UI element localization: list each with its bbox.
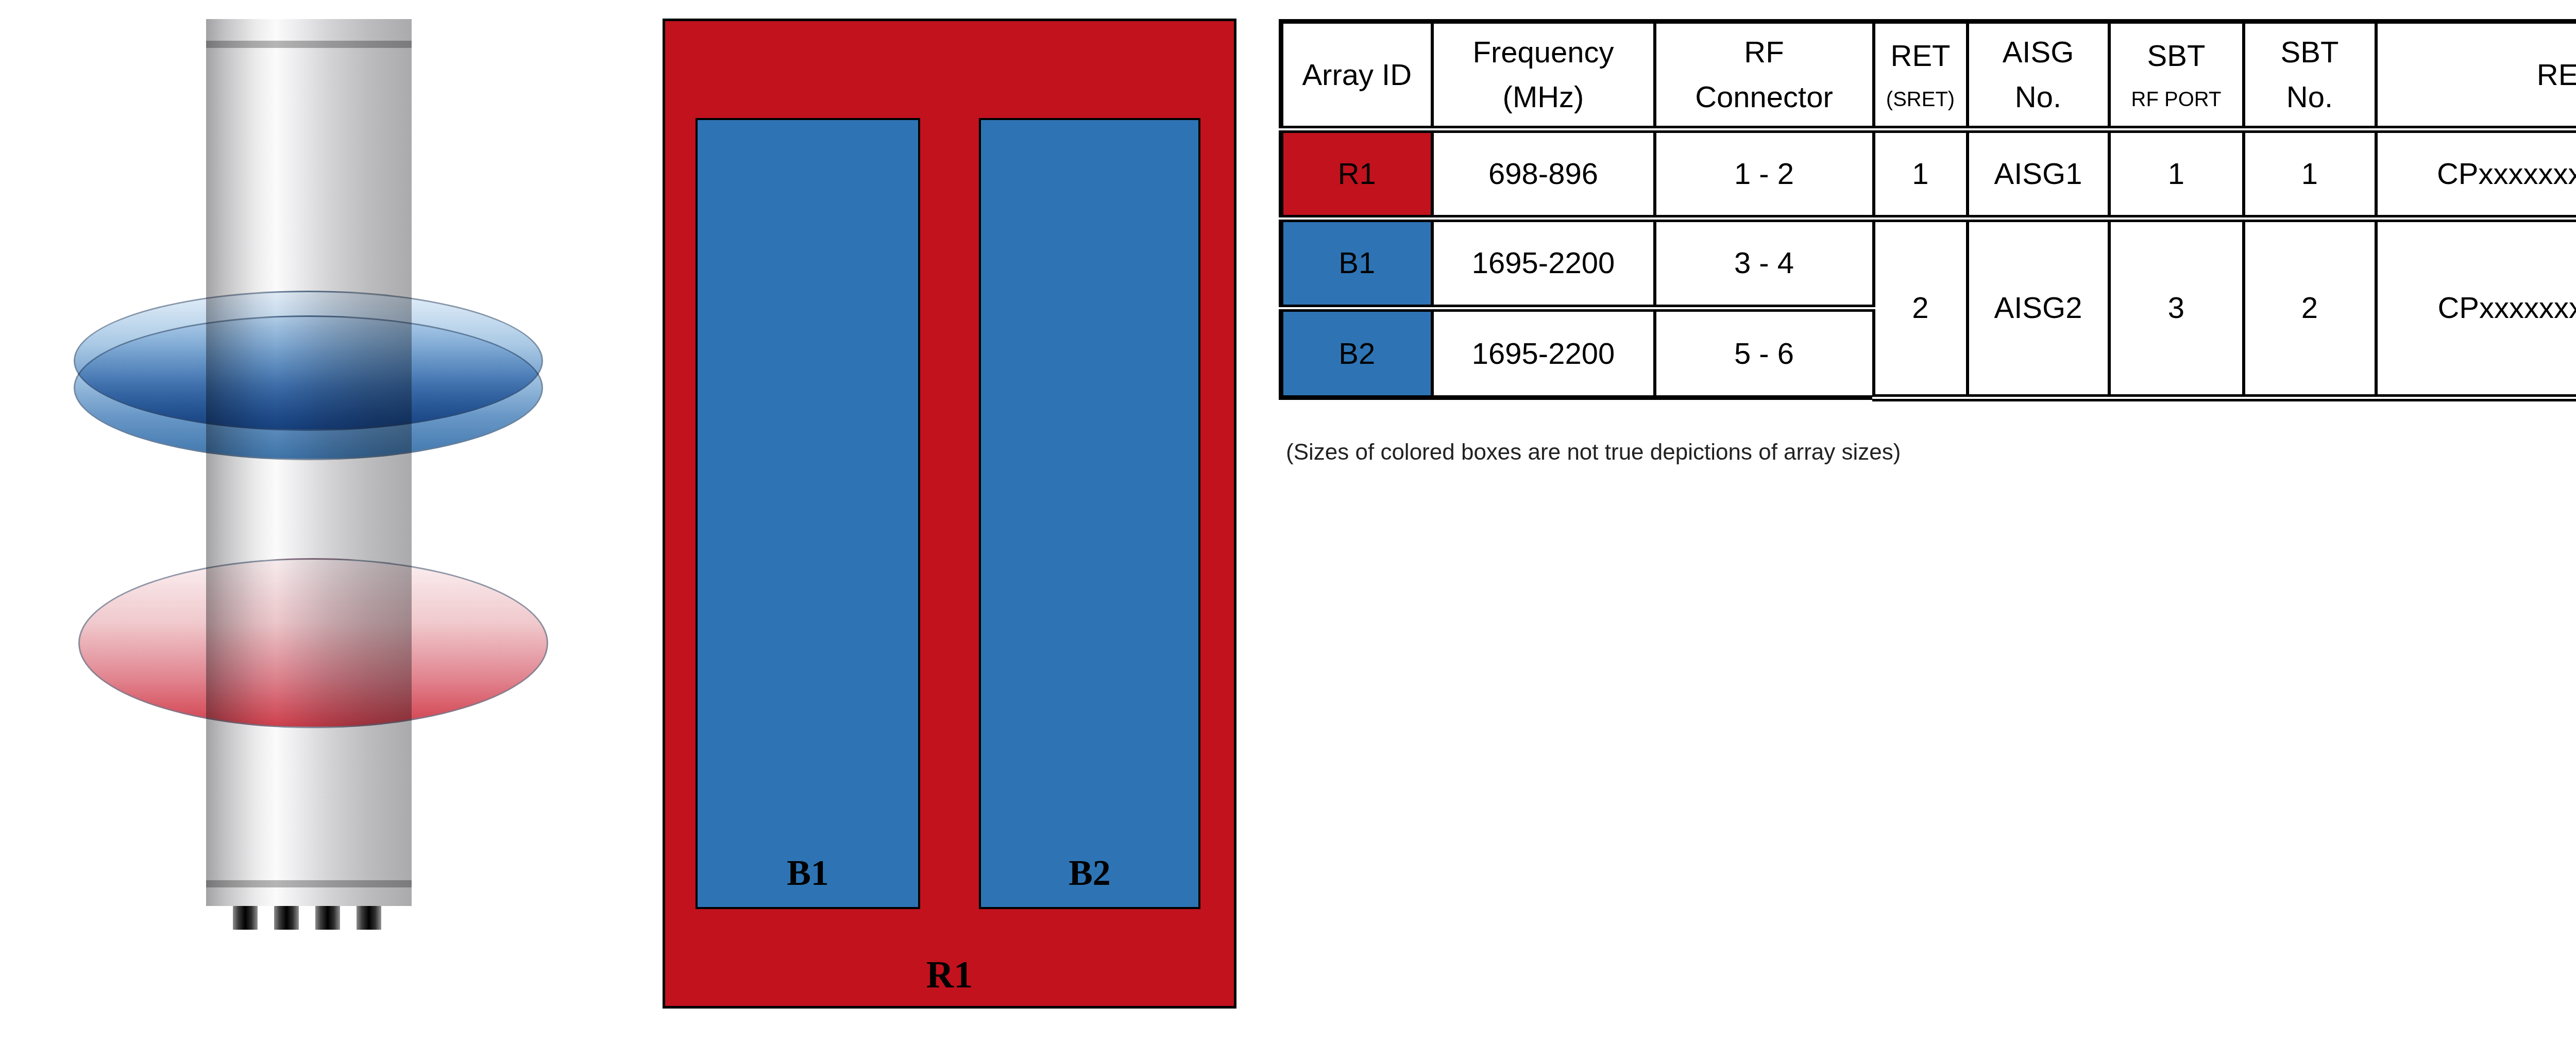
- cell-r1-array-id: R1: [1281, 129, 1432, 219]
- cell-b-sbt-rf-port: 3: [2109, 219, 2244, 398]
- cell-b1-rf-connector: 3 - 4: [1655, 219, 1874, 308]
- antenna-illustration: [0, 0, 644, 1041]
- array-b2-box: B2: [979, 118, 1200, 909]
- col-header-sbt-rf-port: SBT RF PORT: [2109, 22, 2244, 129]
- cell-b1-array-id: B1: [1281, 219, 1432, 308]
- col-header-ret-sret: RET (SRET): [1874, 22, 1968, 129]
- cell-b-ret-sret: 2: [1874, 219, 1968, 398]
- col-header-ret-uid: RET UID: [2376, 22, 2576, 129]
- rf-connector-stub: [315, 906, 340, 930]
- cell-r1-sbt-rf-port: 1: [2109, 129, 2244, 219]
- cell-b2-rf-connector: 5 - 6: [1655, 308, 1874, 398]
- rf-connector-stub: [357, 906, 381, 930]
- cell-b1-frequency: 1695-2200: [1432, 219, 1655, 308]
- col-header-label: RET: [1891, 37, 1951, 75]
- array-layout-diagram: B1 B2 R1: [663, 19, 1236, 1009]
- cell-r1-frequency: 698-896: [1432, 129, 1655, 219]
- cell-b-ret-uid: CPxxxxxxxxxxxxxxxxB1: [2376, 219, 2576, 398]
- cell-r1-ret-uid: CPxxxxxxxxxxxxxxxxR1: [2376, 129, 2576, 219]
- antenna-cylinder: [206, 19, 412, 906]
- cell-r1-sbt-no: 1: [2244, 129, 2376, 219]
- red-beam-lens: [78, 558, 548, 728]
- cell-r1-aisg-no: AISG1: [1968, 129, 2109, 219]
- table-row-b1: B1 1695-2200 3 - 4 2 AISG2 3 2 CPxxxxxxx…: [1281, 219, 2576, 308]
- cylinder-top-rim: [206, 41, 412, 48]
- cell-b2-frequency: 1695-2200: [1432, 308, 1655, 398]
- col-header-array-id: Array ID: [1281, 22, 1432, 129]
- array-b2-label: B2: [981, 852, 1198, 894]
- table-header-row: Array ID Frequency (MHz) RF Connector RET (…: [1281, 22, 2576, 129]
- port-mapping-table: Array ID Frequency (MHz) RF Connector RET (…: [1279, 19, 2576, 401]
- cylinder-bottom-rim: [206, 880, 412, 887]
- cell-b-sbt-no: 2: [2244, 219, 2376, 398]
- col-header-label: Frequency: [1472, 33, 1614, 71]
- array-r1-label: R1: [665, 953, 1234, 997]
- col-header-sublabel: (MHz): [1503, 78, 1584, 116]
- col-header-sublabel: Connector: [1695, 78, 1833, 116]
- cell-b-aisg-no: AISG2: [1968, 219, 2109, 398]
- array-r1-box: B1 B2 R1: [663, 19, 1236, 1009]
- col-header-sublabel: No.: [2015, 78, 2061, 116]
- col-header-sbt-no: SBT No.: [2244, 22, 2376, 129]
- cell-b2-array-id: B2: [1281, 308, 1432, 398]
- rf-connector-stub: [233, 906, 258, 930]
- col-header-sublabel: No.: [2286, 78, 2333, 116]
- col-header-label: Array ID: [1302, 56, 1412, 94]
- table-row-r1: R1 698-896 1 - 2 1 AISG1 1 1 CPxxxxxxxxx…: [1281, 129, 2576, 219]
- col-header-label: AISG: [2003, 33, 2074, 71]
- array-b1-label: B1: [698, 852, 918, 894]
- array-size-disclaimer-note: (Sizes of colored boxes are not true dep…: [1286, 439, 1901, 465]
- col-header-rf-connector: RF Connector: [1655, 22, 1874, 129]
- blue-beam-lens-lower: [74, 315, 543, 460]
- col-header-aisg-no: AISG No.: [1968, 22, 2109, 129]
- col-header-label: SBT: [2147, 37, 2206, 75]
- col-header-frequency: Frequency (MHz): [1432, 22, 1655, 129]
- cell-r1-ret-sret: 1: [1874, 129, 1968, 219]
- rf-connector-stub: [274, 906, 299, 930]
- array-b1-box: B1: [696, 118, 920, 909]
- col-header-label: SBT: [2281, 33, 2339, 71]
- cell-r1-rf-connector: 1 - 2: [1655, 129, 1874, 219]
- col-header-label: RET UID: [2537, 56, 2576, 94]
- col-header-sublabel: RF PORT: [2131, 86, 2222, 112]
- col-header-label: RF: [1744, 33, 1784, 71]
- col-header-sublabel: (SRET): [1886, 86, 1955, 112]
